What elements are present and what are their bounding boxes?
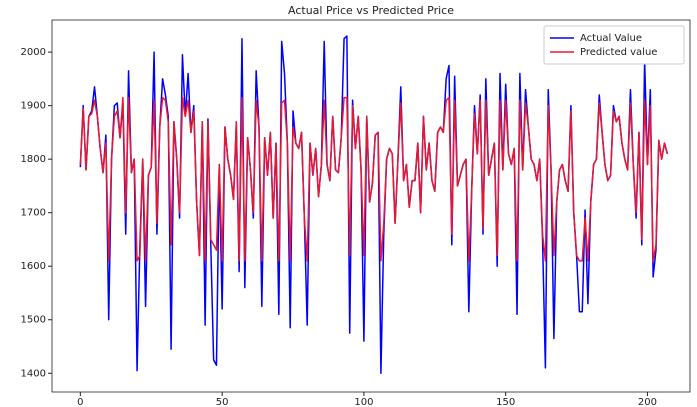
- x-tick-label: 0: [77, 397, 83, 407]
- series-line: [79, 96, 669, 262]
- legend-label: Predicted value: [580, 47, 657, 58]
- y-tick-label: 1400: [21, 368, 46, 379]
- series-line: [79, 35, 669, 375]
- plot-frame: [51, 19, 691, 393]
- y-tick-label: 1900: [21, 101, 46, 112]
- y-tick-label: 1500: [21, 315, 46, 326]
- y-tick-label: 1600: [21, 261, 46, 272]
- legend-label: Actual Value: [580, 33, 642, 44]
- y-tick-label: 2000: [21, 47, 46, 58]
- legend-box: [543, 25, 685, 65]
- y-tick-label: 1700: [21, 208, 46, 219]
- chart-title: Actual Price vs Predicted Price: [288, 4, 454, 17]
- x-tick-label: 200: [638, 397, 657, 407]
- x-tick-label: 150: [496, 397, 515, 407]
- x-tick-label: 50: [216, 397, 229, 407]
- x-tick-label: 100: [354, 397, 373, 407]
- y-tick-label: 1800: [21, 154, 46, 165]
